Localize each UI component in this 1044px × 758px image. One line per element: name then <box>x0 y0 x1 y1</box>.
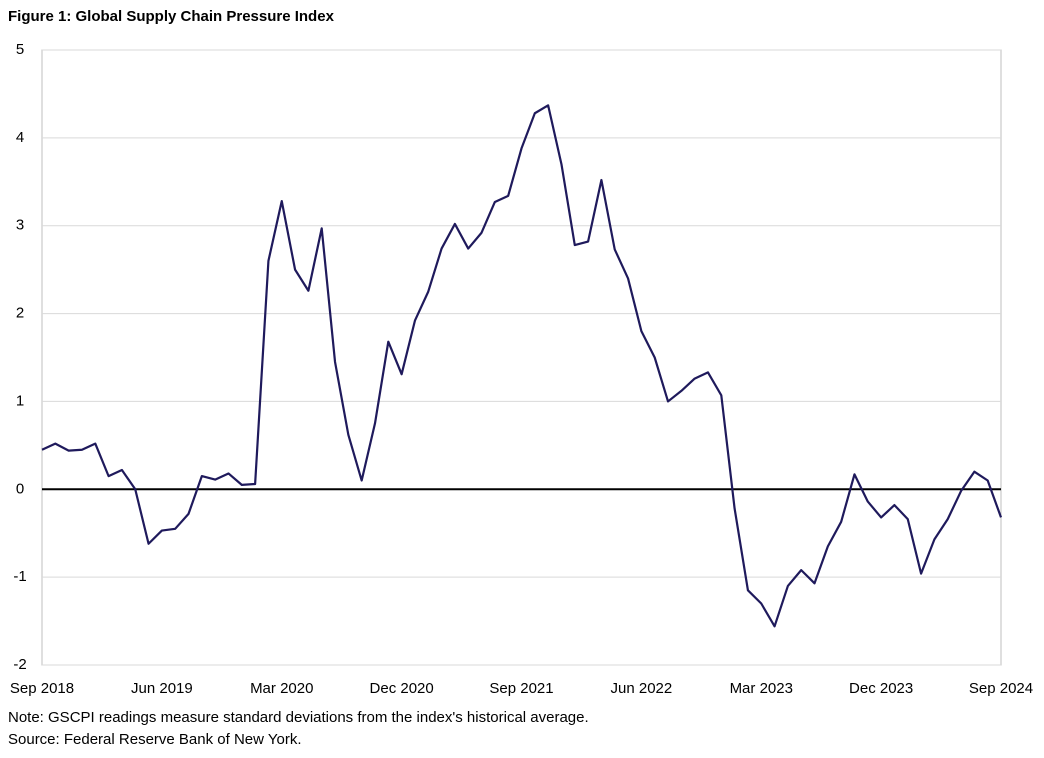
y-tick-label: -1 <box>13 568 26 585</box>
y-tick-label: 4 <box>16 129 24 146</box>
x-tick-label: Jun 2019 <box>131 680 193 697</box>
y-tick-label: 1 <box>16 392 24 409</box>
plot-frame <box>41 49 1002 666</box>
y-tick-label: 0 <box>16 480 24 497</box>
x-tick-label: Sep 2021 <box>489 680 553 697</box>
x-tick-label: Dec 2020 <box>370 680 434 697</box>
y-tick-label: 3 <box>16 217 24 234</box>
x-tick-label: Sep 2018 <box>10 680 74 697</box>
x-tick-label: Dec 2023 <box>849 680 913 697</box>
y-tick-label: -2 <box>13 656 26 673</box>
y-tick-label: 5 <box>16 41 24 58</box>
source: Source: Federal Reserve Bank of New York… <box>8 731 301 748</box>
x-tick-label: Mar 2023 <box>730 680 793 697</box>
x-tick-label: Mar 2020 <box>250 680 313 697</box>
note: Note: GSCPI readings measure standard de… <box>8 709 589 726</box>
y-tick-label: 2 <box>16 305 24 322</box>
x-tick-label: Sep 2024 <box>969 680 1033 697</box>
chart-title: Figure 1: Global Supply Chain Pressure I… <box>8 8 335 25</box>
data-line <box>41 104 1003 628</box>
x-tick-label: Jun 2022 <box>611 680 673 697</box>
